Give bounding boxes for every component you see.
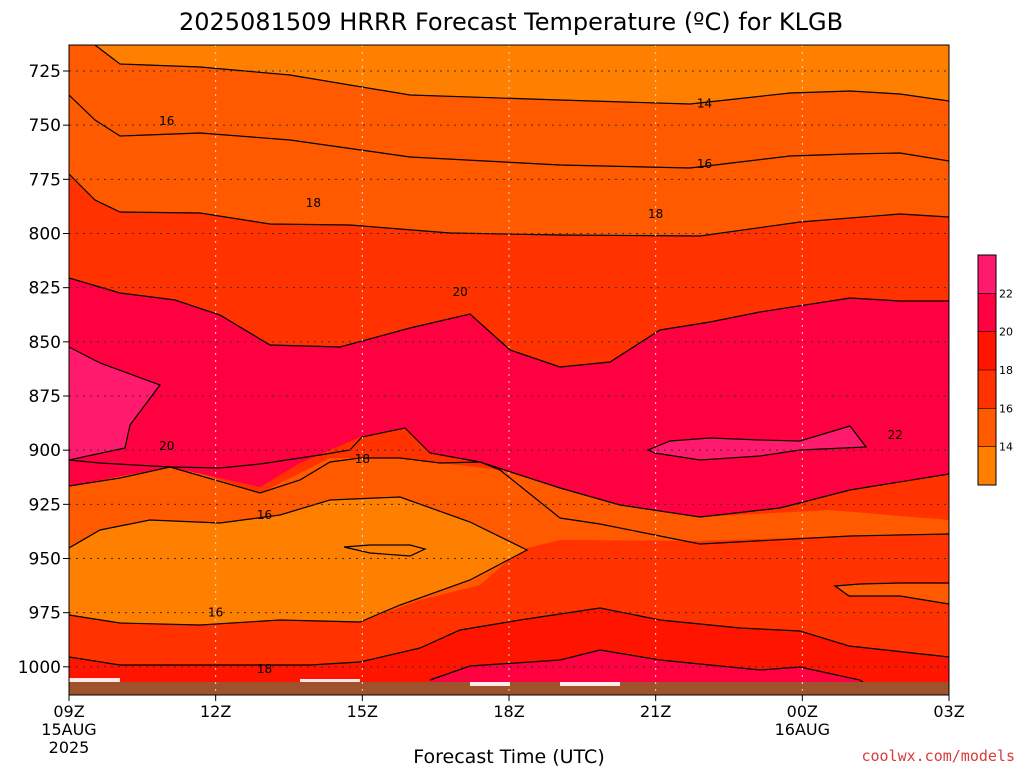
x-tick-label: 03Z	[933, 702, 964, 721]
y-tick-label: 775	[29, 170, 61, 190]
contour-label: 20	[159, 439, 174, 453]
contour-label: 16	[697, 157, 712, 171]
y-tick-label: 950	[29, 550, 61, 570]
x-tick-label: 21Z	[640, 702, 671, 721]
colorbar-swatch	[978, 293, 996, 332]
x-tick-date-label: 2025	[49, 738, 90, 757]
contour-label: 18	[306, 196, 321, 210]
y-tick-label: 875	[29, 387, 61, 407]
colorbar-swatch	[978, 331, 996, 370]
y-tick-label: 825	[29, 279, 61, 299]
colorbar-swatch	[978, 370, 996, 409]
x-tick-label: 09Z	[53, 702, 84, 721]
contour-label: 18	[257, 662, 272, 676]
x-axis-title: Forecast Time (UTC)	[413, 746, 604, 768]
contour-label: 18	[648, 207, 663, 221]
colorbar-swatch	[978, 408, 996, 447]
x-tick-label: 18Z	[493, 702, 524, 721]
contour-18-lower	[69, 607, 949, 666]
contour-label: 20	[452, 285, 467, 299]
plot-area: 14 16 16 18 18 20 22 20 18 16 16 18	[69, 45, 949, 695]
ground-edge	[69, 678, 620, 686]
contour-label: 16	[159, 114, 174, 128]
contour-22-left	[69, 346, 161, 461]
contour-16-upper	[69, 94, 949, 169]
contour-lines	[69, 45, 949, 695]
y-tick-label: 900	[29, 441, 61, 461]
chart-title: 2025081509 HRRR Forecast Temperature (ºC…	[179, 8, 843, 36]
contour-labels: 14 16 16 18 18 20 22 20 18 16 16 18	[159, 97, 903, 677]
x-tick-date-label: 15AUG	[41, 720, 96, 739]
contour-16-middle	[69, 496, 529, 626]
contour-18-middle	[69, 457, 949, 545]
colorbar-tick-label: 14	[999, 441, 1013, 454]
band-22-plus-right	[648, 426, 866, 460]
x-tick-date-label: 16AUG	[775, 720, 830, 739]
y-tick-label: 850	[29, 333, 61, 353]
contour-20-upper	[69, 277, 949, 368]
band-22-plus-left	[69, 347, 160, 460]
contour-20-lower	[429, 649, 881, 695]
colorbar-tick-label: 16	[999, 402, 1013, 415]
contour-18-upper	[69, 173, 949, 237]
y-tick-label: 1000	[18, 658, 61, 678]
y-tick-label: 800	[29, 225, 61, 245]
contour-label: 14	[697, 97, 712, 111]
colorbar-swatch	[978, 446, 996, 485]
contour-14-small	[343, 544, 427, 557]
x-tick-label: 00Z	[787, 702, 818, 721]
colorbar-swatch	[978, 255, 996, 294]
y-tick-label: 925	[29, 495, 61, 515]
colorbar-tick-label: 18	[999, 364, 1013, 377]
contour-label: 18	[355, 452, 370, 466]
y-tick-label: 750	[29, 116, 61, 136]
contour-label: 16	[208, 606, 223, 620]
y-tick-label: 975	[29, 604, 61, 624]
band-14-16-left	[69, 497, 527, 625]
colorbar-tick-label: 20	[999, 326, 1013, 339]
contour-20-middle	[69, 427, 949, 518]
contour-14-top	[94, 45, 949, 105]
contour-label: 16	[257, 508, 272, 522]
y-axis: 725 750 775 800 825 850 875 900 925 950 975 1000	[18, 62, 69, 678]
colorbar: 14 16 18 20 22	[977, 254, 1013, 486]
y-tick-label: 725	[29, 62, 61, 82]
x-tick-label: 15Z	[347, 702, 378, 721]
credit-text: coolwx.com/models	[861, 747, 1015, 765]
colorbar-tick-label: 22	[999, 287, 1013, 300]
contour-22-right	[646, 425, 868, 461]
contour-label: 22	[888, 428, 903, 442]
x-tick-label: 12Z	[200, 702, 231, 721]
ground-surface	[69, 682, 949, 695]
contour-16-small	[833, 582, 949, 605]
